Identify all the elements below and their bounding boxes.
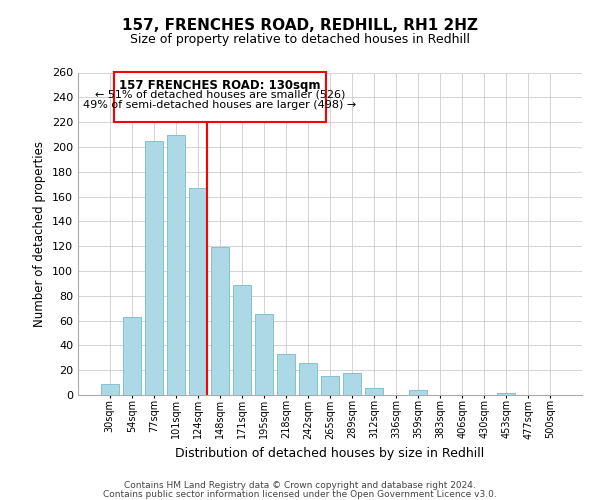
FancyBboxPatch shape — [114, 72, 326, 122]
Bar — [277, 354, 295, 395]
Bar — [299, 363, 317, 395]
Text: Size of property relative to detached houses in Redhill: Size of property relative to detached ho… — [130, 32, 470, 46]
Bar — [123, 317, 140, 395]
Text: Contains HM Land Registry data © Crown copyright and database right 2024.: Contains HM Land Registry data © Crown c… — [124, 481, 476, 490]
Bar — [497, 392, 515, 395]
Bar — [211, 248, 229, 395]
Text: Contains public sector information licensed under the Open Government Licence v3: Contains public sector information licen… — [103, 490, 497, 499]
X-axis label: Distribution of detached houses by size in Redhill: Distribution of detached houses by size … — [175, 447, 485, 460]
Bar — [101, 384, 119, 395]
Text: 49% of semi-detached houses are larger (498) →: 49% of semi-detached houses are larger (… — [83, 100, 356, 110]
Bar — [409, 390, 427, 395]
Bar — [233, 284, 251, 395]
Text: 157, FRENCHES ROAD, REDHILL, RH1 2HZ: 157, FRENCHES ROAD, REDHILL, RH1 2HZ — [122, 18, 478, 32]
Bar — [189, 188, 206, 395]
Y-axis label: Number of detached properties: Number of detached properties — [34, 141, 46, 327]
Bar — [255, 314, 273, 395]
Bar — [145, 140, 163, 395]
Bar — [343, 372, 361, 395]
Text: ← 51% of detached houses are smaller (526): ← 51% of detached houses are smaller (52… — [95, 90, 345, 100]
Bar — [167, 134, 185, 395]
Text: 157 FRENCHES ROAD: 130sqm: 157 FRENCHES ROAD: 130sqm — [119, 78, 320, 92]
Bar — [321, 376, 339, 395]
Bar — [365, 388, 383, 395]
